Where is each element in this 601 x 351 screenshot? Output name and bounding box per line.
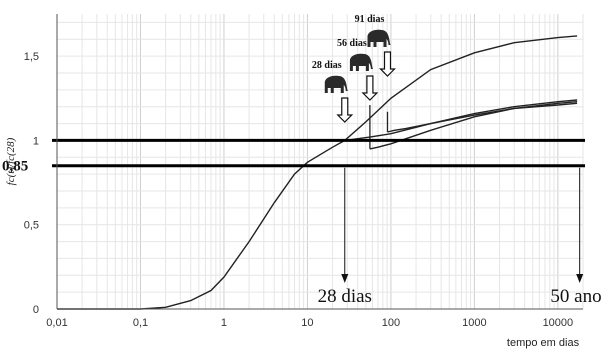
y-tick-label: 1,5 (24, 51, 39, 63)
series-line-1 (57, 35, 578, 310)
down-arrow-icon (336, 97, 354, 123)
elephant-icon (349, 53, 373, 71)
down-arrow-icon (379, 51, 396, 77)
reference-line-label: 0,85 (2, 159, 28, 175)
load-events: 28 dias 56 dias 91 dias (312, 14, 584, 283)
elephant-icon (367, 29, 391, 47)
x-axis-title: tempo em dias (507, 337, 580, 349)
y-axis-title: fc(t)/fc(28) (5, 137, 17, 185)
x-tick-label: 10 (301, 317, 313, 329)
series-line-3 (369, 101, 578, 150)
annotation-arrow-head (576, 274, 584, 283)
down-arrow-icon (361, 75, 379, 101)
load-event-label: 56 dias (337, 38, 367, 49)
x-tick-label: 0,1 (133, 317, 148, 329)
x-tick-label: 100 (382, 317, 400, 329)
reference-lines (52, 138, 585, 168)
load-event-label: 28 dias (312, 60, 342, 71)
grid (56, 14, 584, 309)
y-tick-label: 0,5 (24, 220, 39, 232)
load-event-label: 91 dias (355, 14, 385, 25)
annotation-arrow-head (341, 274, 349, 283)
x-tick-label: 10000 (543, 317, 574, 329)
curves (57, 35, 578, 310)
labels: 0,01 0,1 1 10 100 1000 10000 0 0,5 1 1,5 fc(t)/fc(2… (2, 51, 601, 349)
x-tick-label: 1000 (462, 317, 486, 329)
y-tick-label: 1 (33, 135, 39, 147)
series-line-4 (387, 102, 578, 133)
x-tick-label: 1 (221, 317, 227, 329)
axes (56, 14, 583, 310)
x-tick-label: 0,01 (46, 317, 67, 329)
annotation-label: 50 anos (550, 286, 601, 307)
annotation-label: 28 dias (318, 286, 372, 307)
y-tick-label: 0 (33, 304, 39, 316)
elephant-icon (324, 75, 348, 93)
